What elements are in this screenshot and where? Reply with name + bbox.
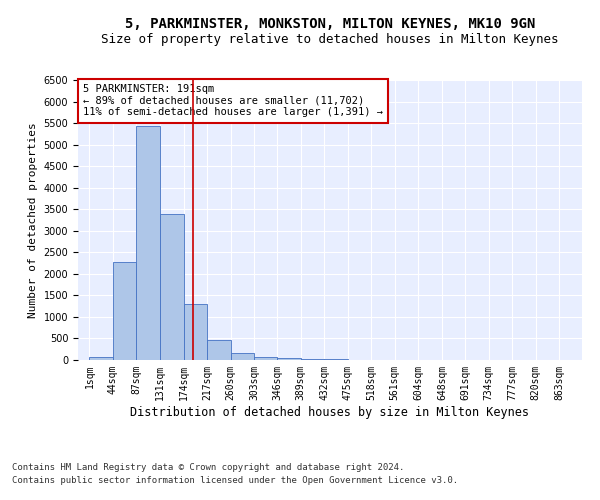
- Text: Contains public sector information licensed under the Open Government Licence v3: Contains public sector information licen…: [12, 476, 458, 485]
- Bar: [301, 358, 324, 360]
- Bar: [207, 340, 230, 360]
- Bar: [184, 304, 207, 360]
- Bar: [277, 358, 301, 360]
- Bar: [136, 126, 160, 360]
- Bar: [89, 357, 113, 360]
- Text: Contains HM Land Registry data © Crown copyright and database right 2024.: Contains HM Land Registry data © Crown c…: [12, 464, 404, 472]
- Bar: [254, 356, 277, 360]
- Text: 5, PARKMINSTER, MONKSTON, MILTON KEYNES, MK10 9GN: 5, PARKMINSTER, MONKSTON, MILTON KEYNES,…: [125, 18, 535, 32]
- X-axis label: Distribution of detached houses by size in Milton Keynes: Distribution of detached houses by size …: [131, 406, 530, 418]
- Text: Size of property relative to detached houses in Milton Keynes: Size of property relative to detached ho…: [101, 32, 559, 46]
- Bar: [160, 214, 184, 360]
- Bar: [230, 354, 254, 360]
- Bar: [113, 262, 136, 360]
- Text: 5 PARKMINSTER: 191sqm
← 89% of detached houses are smaller (11,702)
11% of semi-: 5 PARKMINSTER: 191sqm ← 89% of detached …: [83, 84, 383, 117]
- Y-axis label: Number of detached properties: Number of detached properties: [28, 122, 38, 318]
